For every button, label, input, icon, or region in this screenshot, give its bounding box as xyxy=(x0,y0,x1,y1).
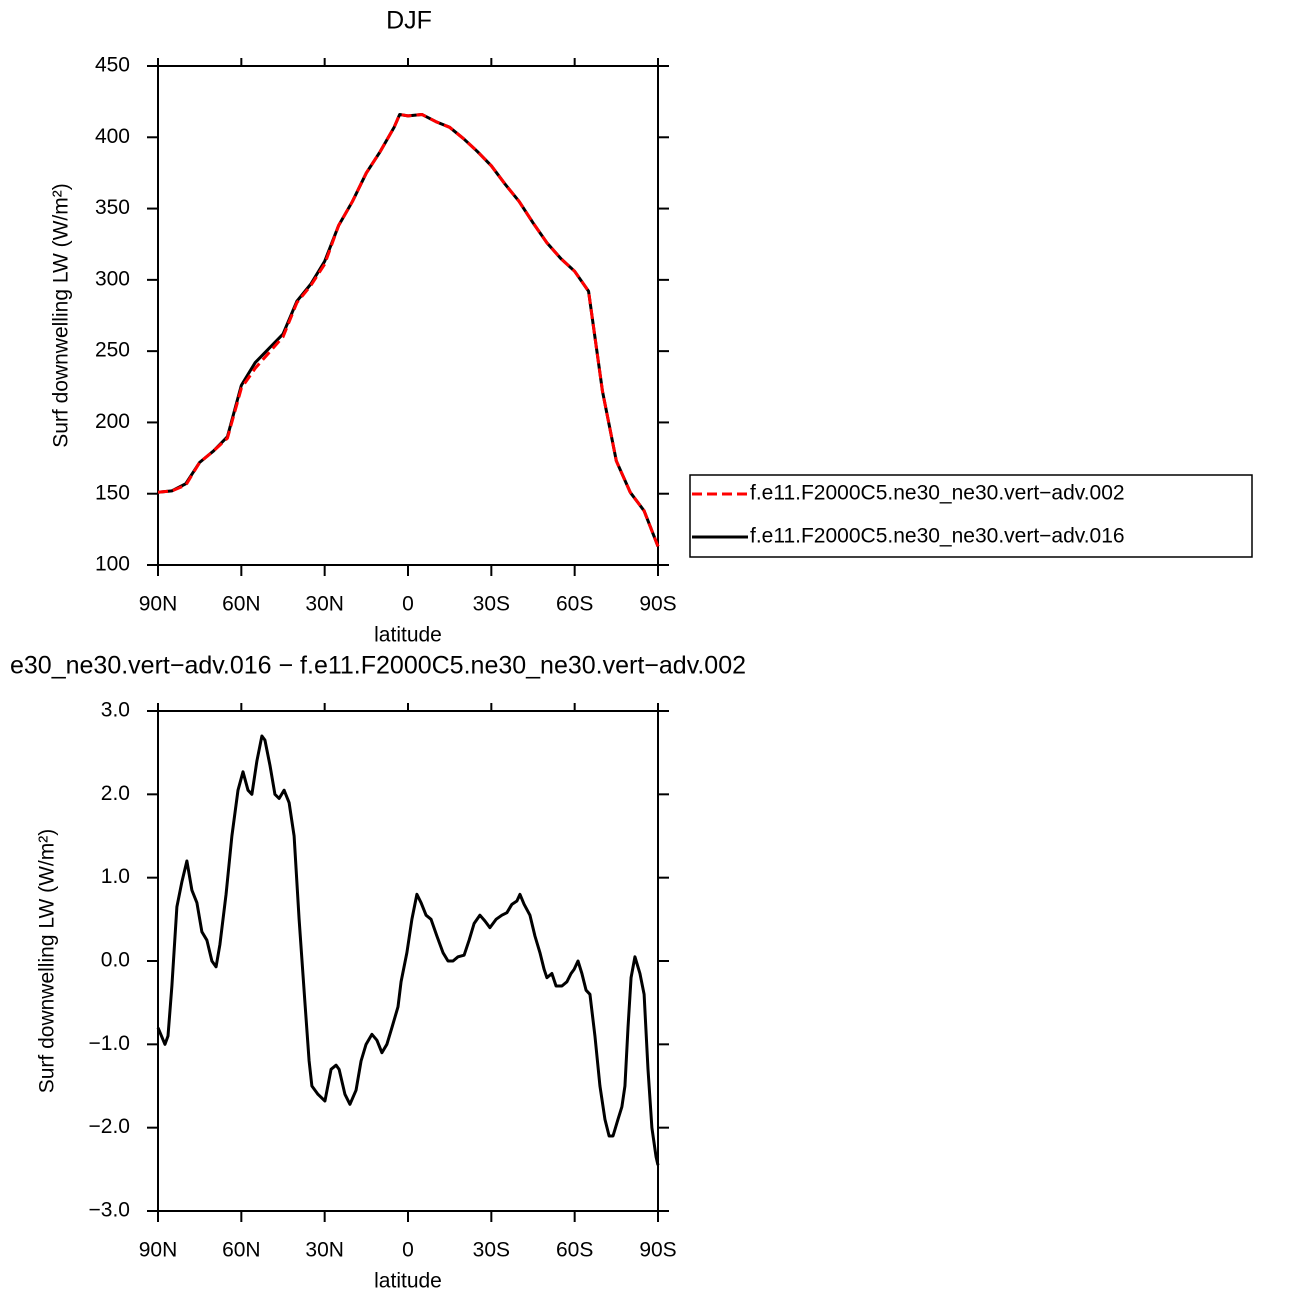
y-tick-label: 300 xyxy=(95,267,130,290)
y-tick-label: 1.0 xyxy=(101,865,130,888)
x-axis-label: latitude xyxy=(374,1270,442,1293)
y-tick-label: 400 xyxy=(95,125,130,148)
y-tick-label: 150 xyxy=(95,481,130,504)
data-line xyxy=(156,734,660,1166)
chart-title: e30_ne30.vert−adv.016 − f.e11.F2000C5.ne… xyxy=(10,652,746,680)
plot-frame xyxy=(157,710,659,1212)
x-tick-label: 90N xyxy=(139,1239,178,1262)
x-tick-label: 30S xyxy=(473,1239,510,1262)
x-tick-label: 60S xyxy=(556,593,593,616)
data-line xyxy=(157,112,660,548)
x-axis-label: latitude xyxy=(374,624,442,647)
x-tick-label: 90N xyxy=(139,593,178,616)
y-axis-label: Surf downwelling LW (W/m²) xyxy=(50,183,73,448)
x-tick-label: 30N xyxy=(305,593,344,616)
y-tick-label: 3.0 xyxy=(101,699,130,722)
x-tick-label: 0 xyxy=(402,593,414,616)
y-tick-label: 450 xyxy=(95,54,130,77)
y-tick-label: −2.0 xyxy=(89,1115,130,1138)
y-tick-label: 0.0 xyxy=(101,949,130,972)
y-tick-label: 2.0 xyxy=(101,782,130,805)
x-tick-label: 0 xyxy=(402,1239,414,1262)
x-tick-label: 60S xyxy=(556,1239,593,1262)
legend-label: f.e11.F2000C5.ne30_ne30.vert−adv.016 xyxy=(750,525,1125,548)
chart-title: DJF xyxy=(386,7,432,35)
x-tick-label: 90S xyxy=(639,593,676,616)
plot-frame xyxy=(157,65,659,566)
data-line xyxy=(157,112,660,548)
x-tick-label: 60N xyxy=(222,1239,261,1262)
y-tick-label: 200 xyxy=(95,410,130,433)
x-tick-label: 30N xyxy=(305,1239,344,1262)
y-tick-label: 250 xyxy=(95,339,130,362)
y-tick-label: −3.0 xyxy=(89,1199,130,1222)
y-tick-label: 100 xyxy=(95,553,130,576)
y-tick-label: −1.0 xyxy=(89,1032,130,1055)
x-tick-label: 90S xyxy=(639,1239,676,1262)
legend-label: f.e11.F2000C5.ne30_ne30.vert−adv.002 xyxy=(750,482,1125,505)
x-tick-label: 30S xyxy=(473,593,510,616)
y-axis-label: Surf downwelling LW (W/m²) xyxy=(36,829,59,1094)
y-tick-label: 350 xyxy=(95,196,130,219)
legend-box xyxy=(689,474,1253,558)
x-tick-label: 60N xyxy=(222,593,261,616)
